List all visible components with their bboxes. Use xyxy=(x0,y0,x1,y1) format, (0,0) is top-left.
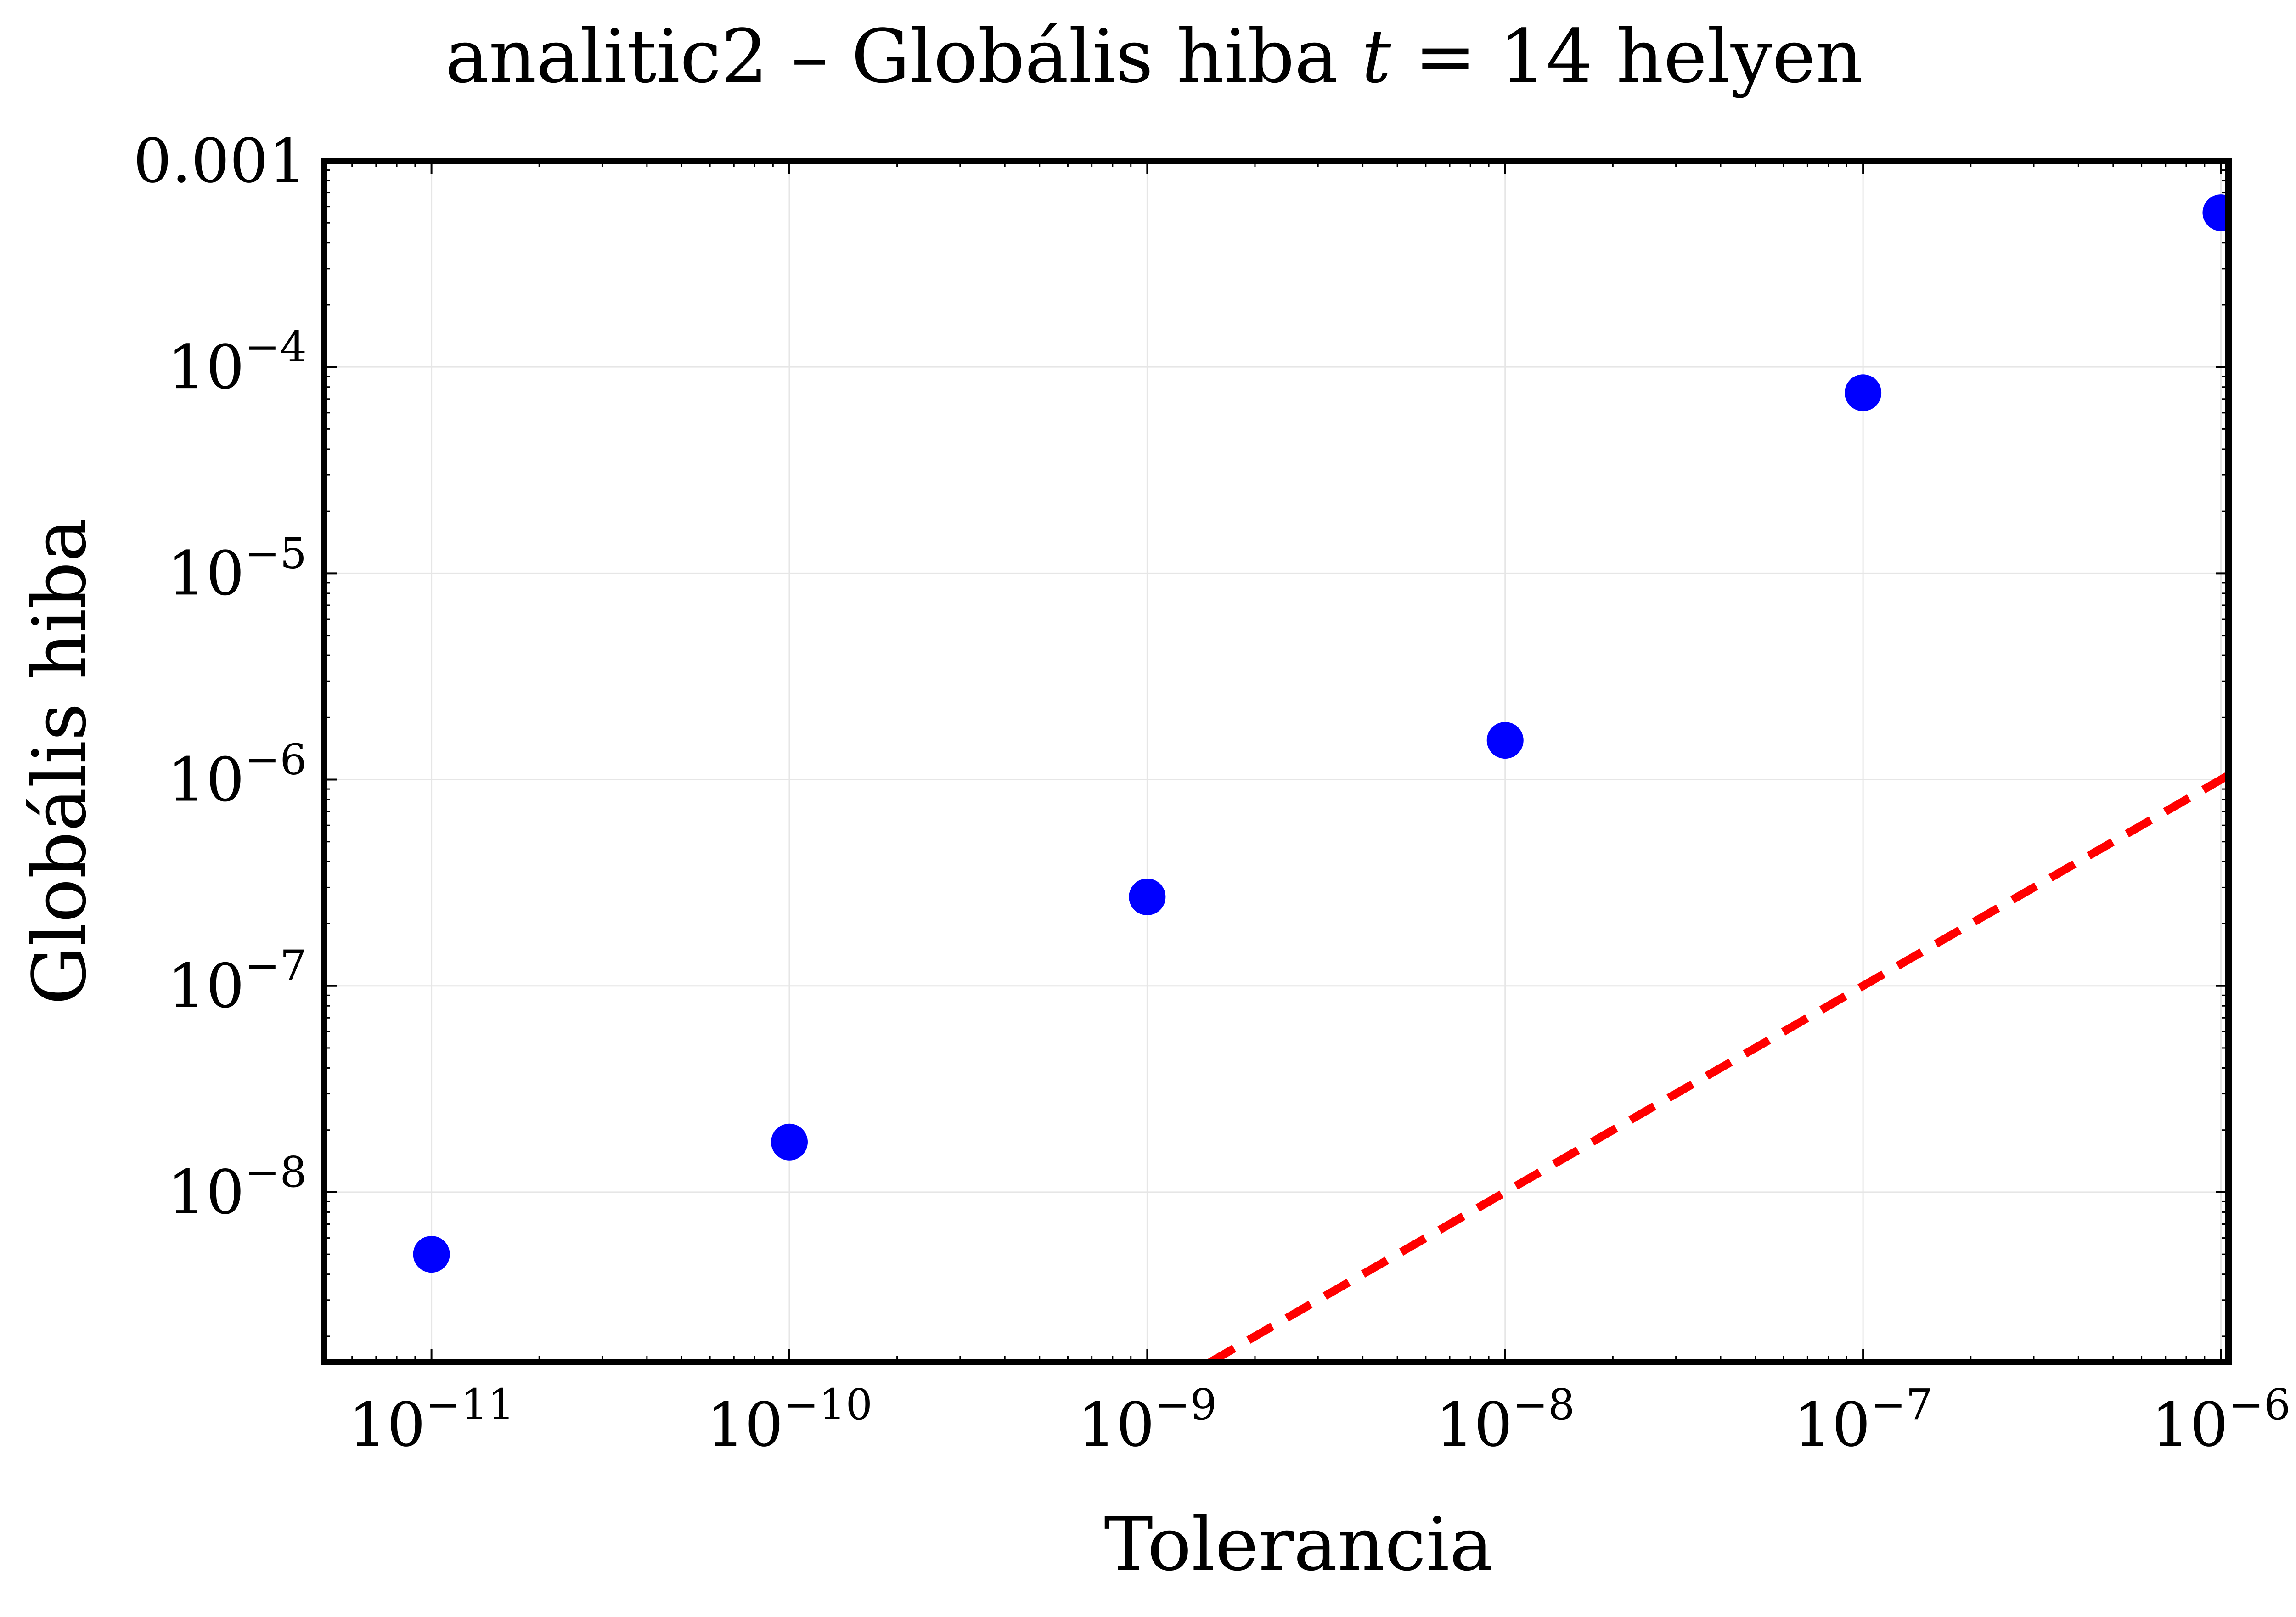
x-tick-base: 10 xyxy=(1793,1390,1870,1460)
x-tick-base: 10 xyxy=(349,1390,426,1460)
reference-line xyxy=(1208,772,2228,1362)
y-tick-base: 0.001 xyxy=(133,126,307,197)
y-tick-base: 10 xyxy=(167,951,244,1022)
chart-title-part: analitic2 – Globális hiba xyxy=(445,13,1362,99)
x-tick-label: 10−7 xyxy=(1793,1380,1933,1460)
chart-title-variable: t xyxy=(1362,13,1391,99)
data-point xyxy=(2202,194,2228,231)
x-axis-label: Tolerancia xyxy=(1104,1501,1493,1587)
chart-title: analitic2 – Globális hiba t = 14 helyen xyxy=(445,13,1863,99)
y-tick-exponent: −6 xyxy=(244,735,307,784)
y-tick-base: 10 xyxy=(167,1157,244,1228)
y-tick-base: 10 xyxy=(167,745,244,816)
x-tick-exponent: −8 xyxy=(1513,1380,1575,1429)
y-axis-label: Globális hiba xyxy=(17,518,102,1005)
x-tick-label: 10−6 xyxy=(2151,1380,2291,1460)
y-tick-base: 10 xyxy=(167,538,244,609)
x-tick-label: 10−11 xyxy=(349,1380,515,1460)
x-tick-base: 10 xyxy=(706,1390,783,1460)
x-tick-exponent: −10 xyxy=(783,1380,872,1429)
chart-title-part: = 14 helyen xyxy=(1391,13,1863,99)
x-tick-exponent: −6 xyxy=(2228,1380,2291,1429)
x-tick-label: 10−9 xyxy=(1078,1380,1217,1460)
y-tick-exponent: −5 xyxy=(244,529,307,578)
data-point xyxy=(1129,878,1166,915)
x-tick-base: 10 xyxy=(2151,1390,2228,1460)
data-point xyxy=(413,1236,450,1273)
data-series xyxy=(413,194,2228,1362)
x-tick-exponent: −7 xyxy=(1870,1380,1933,1429)
y-tick-exponent: −7 xyxy=(244,941,307,991)
x-tick-label: 10−8 xyxy=(1435,1380,1575,1460)
y-tick-label: 10−8 xyxy=(167,1148,307,1228)
y-tick-label: 10−4 xyxy=(167,322,307,403)
x-tick-exponent: −9 xyxy=(1155,1380,1217,1429)
data-point xyxy=(771,1123,808,1161)
y-tick-exponent: −8 xyxy=(244,1148,307,1197)
x-tick-base: 10 xyxy=(1435,1390,1513,1460)
data-point xyxy=(1486,722,1524,759)
x-tick-base: 10 xyxy=(1078,1390,1155,1460)
y-tick-label: 10−6 xyxy=(167,735,307,816)
y-tick-base: 10 xyxy=(167,332,244,403)
x-tick-label: 10−10 xyxy=(706,1380,872,1460)
y-tick-label: 10−5 xyxy=(167,529,307,609)
y-tick-exponent: −4 xyxy=(244,322,307,372)
plot-frame xyxy=(321,158,2232,1365)
x-tick-exponent: −11 xyxy=(426,1380,515,1429)
data-point xyxy=(1845,374,1882,411)
y-tick-label: 10−7 xyxy=(167,941,307,1022)
y-tick-label: 0.001 xyxy=(133,126,307,197)
x-tick-labels: 10−11 10−10 10−9 10−8 10−7 10−6 xyxy=(349,1380,2291,1460)
